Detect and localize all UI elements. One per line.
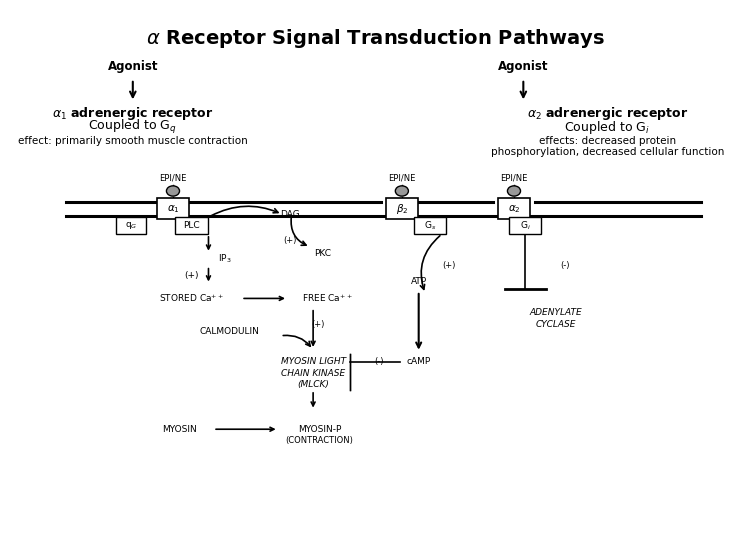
Text: MYOSIN: MYOSIN bbox=[162, 424, 197, 434]
Text: ATP: ATP bbox=[411, 277, 427, 286]
Text: CYCLASE: CYCLASE bbox=[536, 320, 577, 329]
Text: (-): (-) bbox=[561, 261, 570, 270]
Text: Coupled to G$_q$: Coupled to G$_q$ bbox=[89, 119, 177, 136]
Text: IP$_3$: IP$_3$ bbox=[217, 253, 231, 266]
Text: CHAIN KINASE: CHAIN KINASE bbox=[281, 369, 345, 378]
Text: Agonist: Agonist bbox=[108, 60, 158, 73]
FancyBboxPatch shape bbox=[498, 199, 530, 219]
Text: (CONTRACTION): (CONTRACTION) bbox=[286, 436, 353, 445]
Text: (MLCK): (MLCK) bbox=[297, 380, 329, 389]
Text: $\alpha_2$: $\alpha_2$ bbox=[507, 203, 520, 215]
FancyBboxPatch shape bbox=[175, 217, 208, 234]
Text: G$_i$: G$_i$ bbox=[520, 219, 530, 232]
Text: (+): (+) bbox=[442, 261, 455, 270]
Ellipse shape bbox=[395, 186, 408, 196]
Text: effects: decreased protein: effects: decreased protein bbox=[539, 136, 676, 146]
FancyBboxPatch shape bbox=[157, 199, 189, 219]
Text: (-): (-) bbox=[373, 358, 383, 367]
Text: PLC: PLC bbox=[183, 221, 200, 230]
Text: MYOSIN-P: MYOSIN-P bbox=[298, 424, 341, 434]
Text: (+): (+) bbox=[283, 236, 296, 245]
Text: phosphorylation, decreased cellular function: phosphorylation, decreased cellular func… bbox=[491, 147, 724, 157]
Text: MYOSIN LIGHT: MYOSIN LIGHT bbox=[280, 358, 346, 367]
Text: Agonist: Agonist bbox=[498, 60, 548, 73]
Ellipse shape bbox=[167, 186, 179, 196]
FancyBboxPatch shape bbox=[386, 199, 418, 219]
Ellipse shape bbox=[507, 186, 521, 196]
Text: $\alpha$ Receptor Signal Transduction Pathways: $\alpha$ Receptor Signal Transduction Pa… bbox=[146, 27, 606, 50]
Text: $\beta_2$: $\beta_2$ bbox=[396, 201, 408, 216]
Text: (+): (+) bbox=[185, 270, 199, 279]
Text: EPI/NE: EPI/NE bbox=[500, 173, 527, 182]
Text: ADENYLATE: ADENYLATE bbox=[530, 308, 583, 317]
Text: DAG: DAG bbox=[280, 210, 300, 219]
FancyBboxPatch shape bbox=[116, 217, 146, 234]
Text: $\alpha_1$ adrenergic receptor: $\alpha_1$ adrenergic receptor bbox=[52, 105, 214, 122]
Text: $\alpha_1$: $\alpha_1$ bbox=[167, 203, 179, 215]
Text: EPI/NE: EPI/NE bbox=[388, 173, 416, 182]
Text: G$_s$: G$_s$ bbox=[424, 219, 436, 232]
Text: PKC: PKC bbox=[314, 249, 331, 258]
Text: Coupled to G$_i$: Coupled to G$_i$ bbox=[565, 119, 650, 136]
Text: effect: primarily smooth muscle contraction: effect: primarily smooth muscle contract… bbox=[18, 136, 248, 146]
Text: FREE Ca$^{++}$: FREE Ca$^{++}$ bbox=[302, 293, 353, 304]
Text: CALMODULIN: CALMODULIN bbox=[199, 327, 259, 336]
Text: STORED Ca$^{++}$: STORED Ca$^{++}$ bbox=[159, 293, 224, 304]
Text: $\alpha_2$ adrenergic receptor: $\alpha_2$ adrenergic receptor bbox=[527, 105, 688, 122]
FancyBboxPatch shape bbox=[414, 217, 446, 234]
Text: EPI/NE: EPI/NE bbox=[159, 173, 187, 182]
Text: q$_G$: q$_G$ bbox=[125, 220, 137, 231]
Text: (+): (+) bbox=[311, 320, 324, 329]
FancyBboxPatch shape bbox=[510, 217, 541, 234]
Text: cAMP: cAMP bbox=[406, 358, 431, 367]
